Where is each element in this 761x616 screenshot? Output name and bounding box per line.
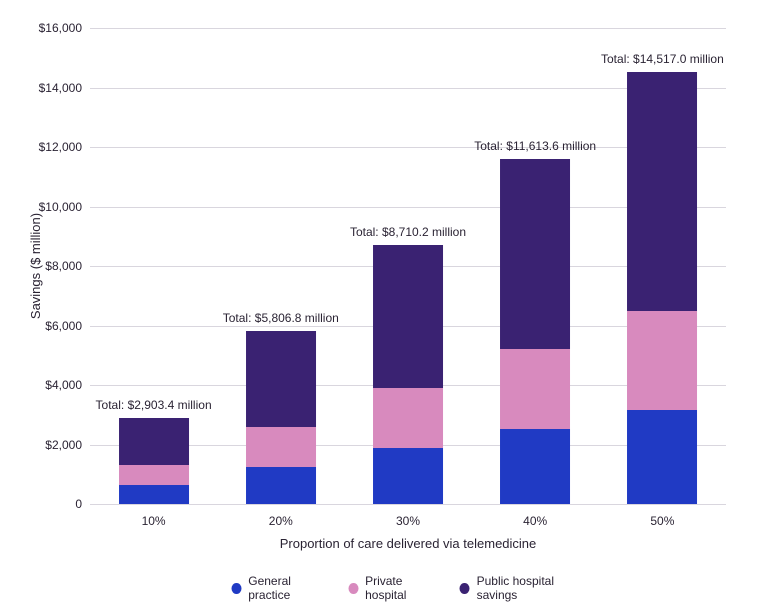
bar-segment — [246, 331, 316, 426]
bar-group: Total: $2,903.4 million — [119, 418, 189, 504]
chart-legend: General practice Private hospital Public h… — [232, 574, 585, 602]
legend-item: Public hospital savings — [460, 574, 585, 602]
y-tick-label: $6,000 — [45, 319, 90, 333]
legend-label: Public hospital savings — [477, 574, 585, 602]
bar-total-label: Total: $8,710.2 million — [350, 225, 466, 245]
bar-segment — [119, 418, 189, 466]
bar-segment — [246, 427, 316, 467]
bar-segment — [246, 467, 316, 504]
legend-swatch — [348, 583, 358, 594]
bar-segment — [500, 429, 570, 504]
bar-segment — [500, 159, 570, 350]
bar-group: Total: $11,613.6 million — [500, 159, 570, 504]
y-tick-label: $10,000 — [39, 200, 90, 214]
bar-segment — [373, 448, 443, 504]
x-axis-title: Proportion of care delivered via telemed… — [280, 536, 537, 551]
bar-segment — [627, 410, 697, 504]
bar-total-label: Total: $11,613.6 million — [474, 139, 596, 159]
bar-group: Total: $8,710.2 million — [373, 245, 443, 504]
stacked-bar-chart: 0 $2,000 $4,000 $6,000 $8,000 $10,000 $12,000 $… — [0, 0, 761, 616]
y-tick-label: $4,000 — [45, 378, 90, 392]
bar-segment — [500, 349, 570, 429]
legend-item: General practice — [232, 574, 327, 602]
bar-segment — [627, 72, 697, 311]
legend-swatch — [232, 583, 242, 594]
bar-segment — [373, 245, 443, 388]
bar-segment — [119, 465, 189, 485]
x-tick-label: 40% — [523, 504, 547, 528]
y-tick-label: $16,000 — [39, 21, 90, 35]
legend-swatch — [460, 583, 470, 594]
bar-segment — [373, 388, 443, 448]
bar-segment — [119, 485, 189, 504]
plot-area: 0$2,000$4,000$6,000$8,000$10,000$12,000$… — [90, 28, 726, 504]
y-tick-label: $12,000 — [39, 140, 90, 154]
legend-item: Private hospital — [348, 574, 437, 602]
x-tick-label: 50% — [650, 504, 674, 528]
grid-line — [90, 28, 726, 29]
bar-total-label: Total: $2,903.4 million — [96, 398, 212, 418]
bar-segment — [627, 311, 697, 411]
bar-group: Total: $14,517.0 million — [627, 72, 697, 504]
x-tick-label: 20% — [269, 504, 293, 528]
y-tick-label: 0 — [75, 497, 90, 511]
y-axis-title: Savings ($ million) — [28, 213, 43, 319]
bar-group: Total: $5,806.8 million — [246, 331, 316, 504]
legend-label: General practice — [248, 574, 326, 602]
legend-label: Private hospital — [365, 574, 438, 602]
x-tick-label: 10% — [142, 504, 166, 528]
bar-total-label: Total: $14,517.0 million — [601, 52, 724, 72]
y-tick-label: $2,000 — [45, 438, 90, 452]
y-tick-label: $14,000 — [39, 81, 90, 95]
bar-total-label: Total: $5,806.8 million — [223, 311, 339, 331]
x-tick-label: 30% — [396, 504, 420, 528]
y-tick-label: $8,000 — [45, 259, 90, 273]
